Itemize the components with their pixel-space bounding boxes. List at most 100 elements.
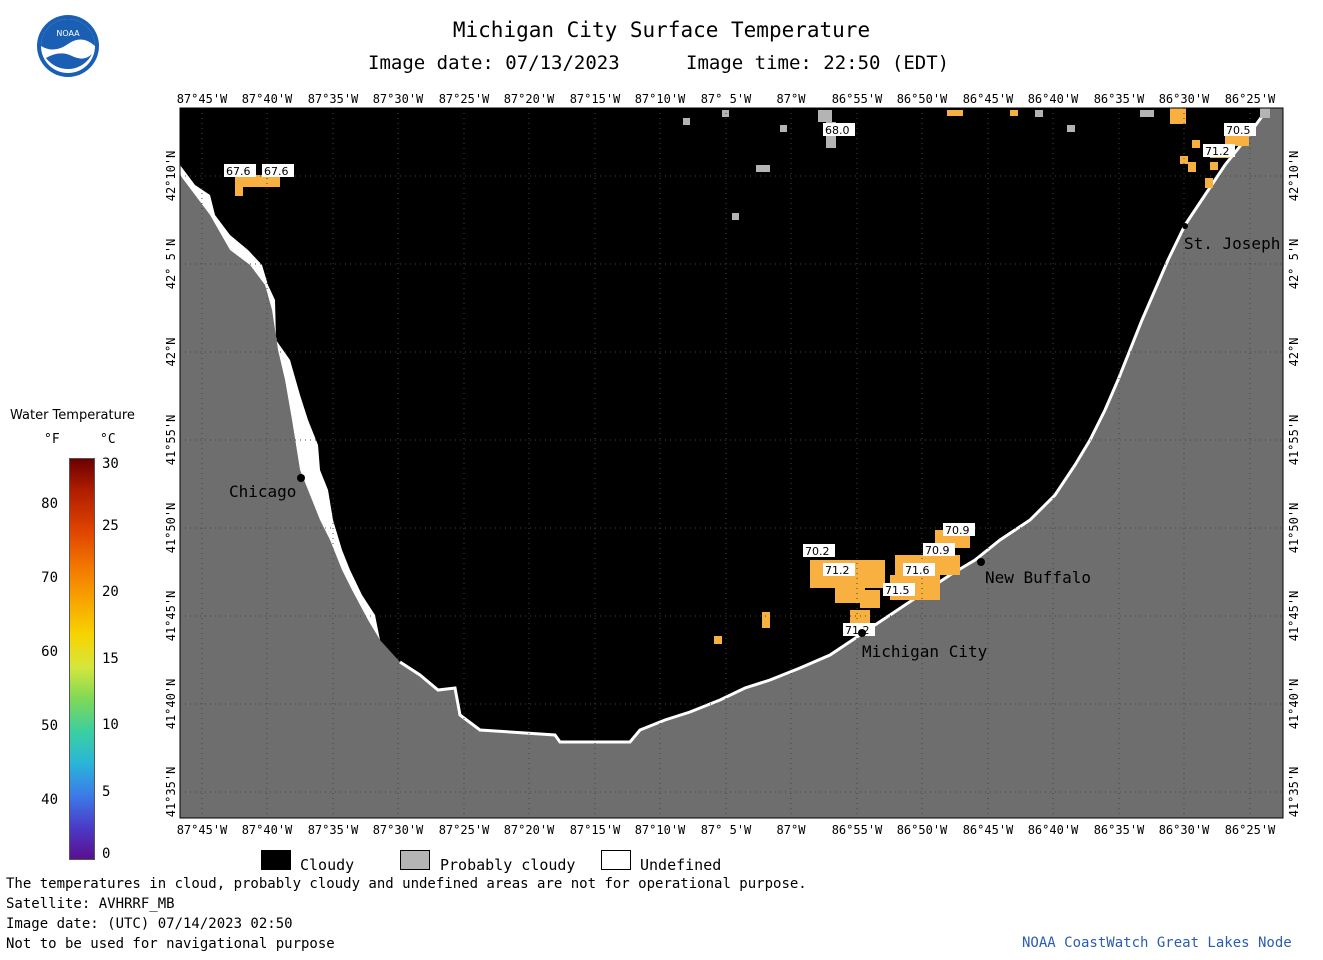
- c-tick: 25: [102, 518, 119, 534]
- lon-label: 87°25'W: [439, 92, 490, 106]
- temp-label: 71.2: [845, 624, 870, 637]
- credit-link[interactable]: NOAA CoastWatch Great Lakes Node: [1022, 935, 1292, 951]
- legend-probably-cloudy-label: Probably cloudy: [440, 856, 576, 874]
- legend-cloudy-swatch: [261, 850, 291, 870]
- lon-label: 87° 5'W: [701, 92, 752, 106]
- lon-label: 87°35'W: [308, 823, 359, 837]
- temp-label: 70.9: [945, 524, 970, 537]
- f-tick: 70: [41, 570, 58, 586]
- lon-label: 87° 5'W: [701, 823, 752, 837]
- unit-fahrenheit: °F: [44, 432, 60, 447]
- footer-satellite: Satellite: AVHRRF_MB: [6, 896, 175, 912]
- temp-label: 71.2: [825, 564, 850, 577]
- lon-label: 86°45'W: [963, 92, 1014, 106]
- city-dot-icon: [297, 474, 305, 482]
- lat-label: 41°50'N: [164, 503, 178, 554]
- temp-label: 70.2: [805, 545, 830, 558]
- lon-label: 86°30'W: [1159, 92, 1210, 106]
- city-label-chicago: Chicago: [229, 482, 296, 501]
- lat-label: 42°10'N: [164, 151, 178, 202]
- image-time: Image time: 22:50 (EDT): [686, 52, 950, 74]
- lon-label: 86°45'W: [963, 823, 1014, 837]
- lon-label: 87°10'W: [635, 92, 686, 106]
- lat-labels-left: 42°10'N 42° 5'N 42°N 41°55'N 41°50'N 41°…: [164, 151, 178, 818]
- temperature-labels: 67.6 67.6 68.0 70.5 71.2 70.2 71.2 70.9 …: [224, 123, 1256, 637]
- lon-label: 86°35'W: [1094, 823, 1145, 837]
- shoreline: [399, 107, 1270, 744]
- lat-label: 41°40'N: [164, 679, 178, 730]
- city-dot-icon: [858, 629, 866, 637]
- lon-label: 87°15'W: [570, 823, 621, 837]
- f-tick: 40: [41, 792, 58, 808]
- lon-label: 87°20'W: [504, 92, 555, 106]
- footer-utc-date: Image date: (UTC) 07/14/2023 02:50: [6, 916, 293, 932]
- lat-label: 41°35'N: [164, 767, 178, 818]
- lon-labels-bottom: 87°45'W 87°40'W 87°35'W 87°30'W 87°25'W …: [177, 823, 1276, 837]
- temp-label: 67.6: [226, 165, 251, 178]
- city-dot-icon: [977, 558, 985, 566]
- temp-label: 67.6: [264, 165, 289, 178]
- lat-label: 41°55'N: [164, 415, 178, 466]
- lon-label: 87°45'W: [177, 823, 228, 837]
- lat-label: 41°50'N: [1287, 503, 1301, 554]
- lon-label: 86°50'W: [897, 823, 948, 837]
- footer-navigation-warning: Not to be used for navigational purpose: [6, 936, 335, 952]
- lon-label: 87°45'W: [177, 92, 228, 106]
- lon-label: 87°40'W: [242, 823, 293, 837]
- lat-label: 41°45'N: [1287, 591, 1301, 642]
- lon-label: 87°W: [777, 823, 807, 837]
- f-tick: 50: [41, 718, 58, 734]
- lat-label: 42°10'N: [1287, 151, 1301, 202]
- logo-text: NOAA: [56, 29, 80, 38]
- temp-label: 71.6: [905, 564, 930, 577]
- city-label-michigan-city: Michigan City: [862, 642, 988, 661]
- lat-label: 42° 5'N: [1287, 239, 1301, 290]
- lon-label: 87°25'W: [439, 823, 490, 837]
- lat-label: 41°45'N: [164, 591, 178, 642]
- temp-label: 71.5: [885, 584, 910, 597]
- lon-label: 86°35'W: [1094, 92, 1145, 106]
- lon-label: 87°30'W: [373, 92, 424, 106]
- lon-label: 87°20'W: [504, 823, 555, 837]
- lon-label: 87°40'W: [242, 92, 293, 106]
- legend-undefined-label: Undefined: [640, 856, 722, 874]
- lon-label: 87°35'W: [308, 92, 359, 106]
- temp-label: 70.9: [925, 544, 950, 557]
- graticule: [180, 108, 1283, 818]
- legend-cloudy-label: Cloudy: [300, 856, 355, 874]
- city-label-new-buffalo: New Buffalo: [985, 568, 1091, 587]
- land-area: [180, 108, 1283, 818]
- c-tick: 0: [102, 846, 111, 862]
- c-tick: 30: [102, 456, 119, 472]
- lat-label: 42° 5'N: [164, 239, 178, 290]
- city-label-st-joseph: St. Joseph: [1184, 234, 1280, 253]
- legend-undefined-swatch: [601, 850, 631, 870]
- city-dot-icon: [1182, 223, 1188, 229]
- lon-label: 86°25'W: [1225, 92, 1276, 106]
- lon-label: 87°15'W: [570, 92, 621, 106]
- lon-label: 87°W: [777, 92, 807, 106]
- lon-label: 86°30'W: [1159, 823, 1210, 837]
- lon-label: 86°50'W: [897, 92, 948, 106]
- f-tick: 80: [41, 496, 58, 512]
- temp-label: 71.2: [1205, 145, 1230, 158]
- lon-label: 87°30'W: [373, 823, 424, 837]
- city-markers: Chicago New Buffalo Michigan City St. Jo…: [229, 223, 1280, 661]
- undefined-area: [180, 165, 380, 640]
- lon-label: 86°25'W: [1225, 823, 1276, 837]
- c-tick: 20: [102, 584, 119, 600]
- temp-label: 68.0: [825, 124, 850, 137]
- lat-label: 41°40'N: [1287, 679, 1301, 730]
- lon-label: 86°40'W: [1028, 92, 1079, 106]
- lat-label: 41°55'N: [1287, 415, 1301, 466]
- lon-label: 86°40'W: [1028, 823, 1079, 837]
- c-tick: 5: [102, 784, 111, 800]
- lon-labels-top: 87°45'W 87°40'W 87°35'W 87°30'W 87°25'W …: [177, 92, 1276, 106]
- f-tick: 60: [41, 644, 58, 660]
- image-date: Image date: 07/13/2023: [368, 52, 620, 74]
- lon-label: 87°10'W: [635, 823, 686, 837]
- lat-label: 42°N: [1287, 338, 1301, 367]
- lon-label: 86°55'W: [832, 92, 883, 106]
- c-tick: 10: [102, 717, 119, 733]
- lon-label: 86°55'W: [832, 823, 883, 837]
